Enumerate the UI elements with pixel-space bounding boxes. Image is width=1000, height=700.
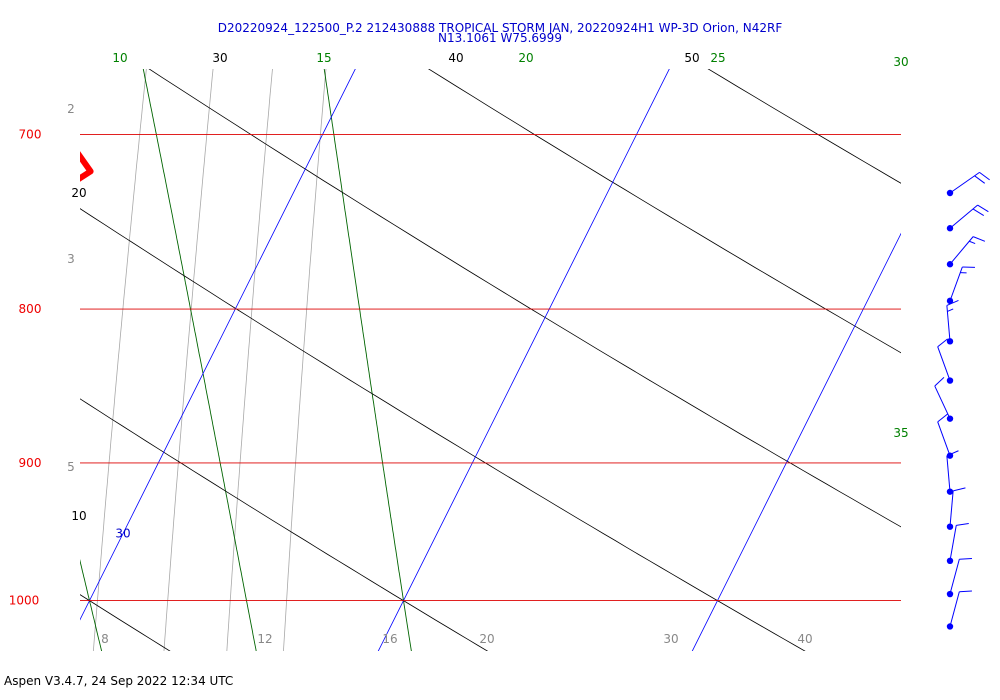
moist-adiabat — [80, 559, 103, 651]
mixing-ratio-label: 40 — [797, 632, 812, 646]
wind-barb-staff — [949, 236, 974, 265]
wind-barb-feather — [956, 523, 969, 526]
wind-barb-feather — [979, 171, 990, 181]
wind-barb-feather — [959, 590, 972, 593]
wind-barb-feather — [934, 376, 945, 387]
moist-adiabat-label: 15 — [316, 51, 331, 65]
moist-adiabat-label: 20 — [518, 51, 533, 65]
wind-barb-staff — [949, 266, 963, 302]
dry-adiabat-label: 20 — [71, 186, 86, 200]
mixing-ratio-label: 12 — [257, 632, 272, 646]
wind-barb-feather — [972, 208, 985, 216]
wind-barb — [946, 590, 972, 630]
dry-adiabat-label: 10 — [71, 509, 86, 523]
wind-barb-feather — [937, 338, 948, 348]
moist-adiabat — [142, 69, 257, 651]
pressure-label: 800 — [19, 302, 42, 316]
mixing-ratio-label: 20 — [479, 632, 494, 646]
wind-barb-staff — [949, 591, 960, 627]
dry-adiabat — [80, 208, 806, 651]
wind-barb — [946, 266, 975, 305]
mixing-ratio-label: 3 — [67, 252, 75, 266]
wind-barb-feather — [937, 413, 948, 423]
wind-barb-half-feather — [947, 308, 954, 312]
dry-adiabat-label: 50 — [684, 51, 699, 65]
temperature-profile — [80, 151, 94, 182]
moist-adiabat-label: 25 — [710, 51, 725, 65]
wind-barb-staff — [937, 421, 951, 456]
wind-barb — [946, 299, 959, 345]
wind-barb-feather — [946, 450, 959, 457]
pressure-label: 700 — [19, 128, 42, 142]
wind-barb-staff — [949, 171, 980, 194]
wind-barb-feather — [946, 299, 959, 306]
dry-adiabat — [80, 594, 171, 651]
wind-barb-staff — [937, 346, 951, 381]
isotherm — [691, 232, 901, 651]
wind-barb-feather — [977, 204, 989, 213]
moist-adiabat-label: 10 — [112, 51, 127, 65]
dry-adiabat — [80, 398, 489, 651]
wind-barb-staff — [949, 559, 960, 595]
mixing-ratio-label: 8 — [101, 632, 109, 646]
wind-barb-staff — [949, 204, 978, 229]
wind-barb-feather — [959, 558, 972, 560]
chart-title: D20220924_122500_P.2 212430888 TROPICAL … — [217, 21, 783, 35]
isotherm-label: 30 — [115, 527, 130, 541]
wind-barb-staff — [949, 490, 954, 527]
wind-barb-staff — [949, 525, 957, 561]
wind-barb-feather — [974, 175, 986, 184]
mixing-ratio-label: 16 — [382, 632, 397, 646]
dry-adiabat-label: 30 — [212, 51, 227, 65]
wind-barb — [937, 338, 954, 384]
moist-adiabat — [323, 69, 412, 651]
wind-barb-staff — [934, 385, 951, 419]
sounding-profiles — [80, 151, 94, 182]
dry-adiabat — [707, 69, 901, 184]
skewt-labels: 6007008009001000-10010203010203040501015… — [9, 51, 909, 646]
wind-barb-feather — [953, 487, 966, 492]
moist-adiabat-label: 30 — [893, 55, 908, 69]
isotherm — [0, 0, 154, 677]
dry-adiabat — [148, 69, 901, 528]
moist-adiabat-label: 35 — [893, 426, 908, 440]
wind-barb-feather — [972, 236, 986, 242]
mixing-ratio-line — [163, 69, 214, 651]
wind-barb — [946, 171, 990, 197]
dry-adiabat-label: 40 — [448, 51, 463, 65]
isotherm — [80, 69, 356, 621]
mixing-ratio-label: 2 — [67, 102, 75, 116]
wind-barb — [946, 236, 986, 268]
pressure-label: 1000 — [9, 594, 40, 608]
wind-barb-half-feather — [969, 240, 976, 245]
wind-barb-staff — [946, 455, 951, 492]
mixing-ratio-line — [226, 69, 273, 651]
wind-barb — [934, 376, 954, 422]
wind-barbs — [934, 171, 990, 630]
pressure-label: 900 — [19, 456, 42, 470]
wind-barb — [946, 204, 989, 232]
mixing-ratio-label: 30 — [663, 632, 678, 646]
mixing-ratio-line — [0, 0, 9, 677]
wind-barb — [946, 450, 959, 495]
dry-adiabat — [427, 69, 901, 354]
isotherm — [377, 69, 670, 651]
chart-location: N13.1061 W75.6999 — [438, 31, 562, 45]
wind-barb — [946, 487, 966, 530]
skewt-grid — [0, 0, 901, 677]
mixing-ratio-label: 5 — [67, 460, 75, 474]
wind-barb — [946, 523, 969, 565]
mixing-ratio-line — [92, 69, 147, 651]
mixing-ratio-line — [283, 69, 327, 651]
wind-barb — [946, 558, 972, 598]
software-footer: Aspen V3.4.7, 24 Sep 2022 12:34 UTC — [4, 674, 234, 688]
